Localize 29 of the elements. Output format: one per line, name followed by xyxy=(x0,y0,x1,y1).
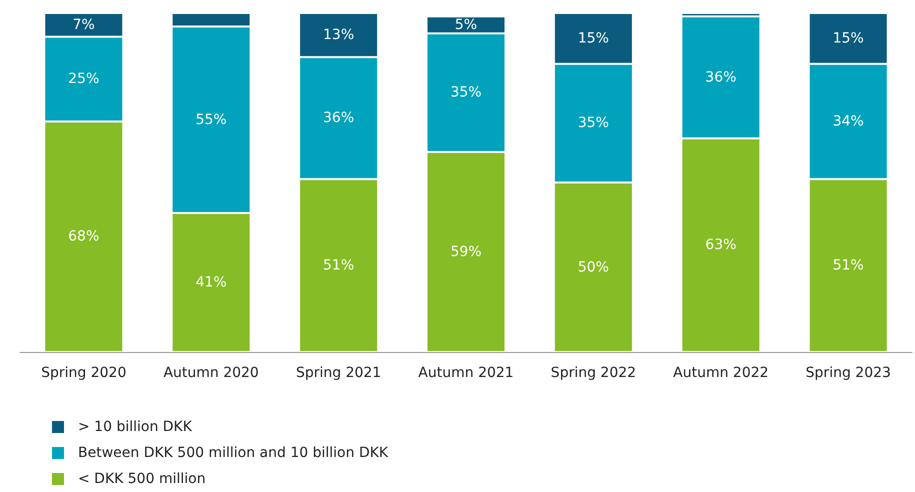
data-label: 13% xyxy=(323,27,354,44)
data-label: 41% xyxy=(196,274,227,291)
data-label: 68% xyxy=(68,228,100,245)
data-label: 63% xyxy=(705,237,736,254)
data-label: 15% xyxy=(832,30,864,46)
data-label: 50% xyxy=(578,259,609,276)
data-label: 34% xyxy=(832,113,864,130)
x-tick-label: Spring 2022 xyxy=(550,365,636,381)
x-tick-label: Autumn 2022 xyxy=(673,365,769,381)
x-tick-label: Spring 2023 xyxy=(806,365,891,381)
x-tick-label: Spring 2021 xyxy=(296,365,382,381)
data-label: 35% xyxy=(578,115,609,132)
data-label: 51% xyxy=(832,258,864,274)
legend-label: > 10 billion DKK xyxy=(78,419,193,435)
data-label: 7% xyxy=(72,16,95,33)
data-label: 51% xyxy=(323,258,354,274)
data-label: 25% xyxy=(68,71,100,88)
data-label: 36% xyxy=(705,69,736,86)
data-label: 5% xyxy=(454,16,478,33)
x-tick-label: Autumn 2020 xyxy=(163,365,259,381)
data-label: 36% xyxy=(323,110,354,126)
data-label: 15% xyxy=(578,30,609,46)
x-tick-label: Autumn 2021 xyxy=(418,365,514,381)
legend-label: < DKK 500 million xyxy=(78,471,206,487)
data-label: 55% xyxy=(196,112,227,128)
data-label: 35% xyxy=(450,84,482,101)
x-tick-label: Spring 2020 xyxy=(41,365,126,381)
data-label: 59% xyxy=(450,244,482,260)
legend-label: Between DKK 500 million and 10 billion DKK xyxy=(78,445,389,461)
